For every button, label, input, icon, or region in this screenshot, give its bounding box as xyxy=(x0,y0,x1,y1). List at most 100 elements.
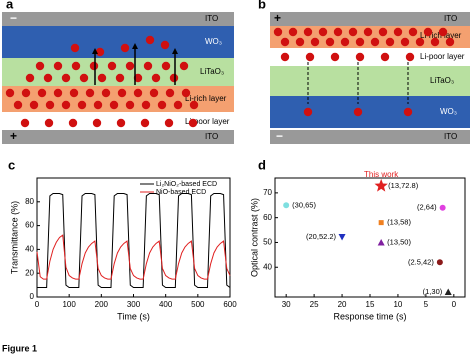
electrode-label: ITO xyxy=(444,132,457,141)
panel-label: d xyxy=(258,157,266,172)
ion xyxy=(79,73,89,83)
ion xyxy=(330,52,340,62)
ion xyxy=(25,73,35,83)
x-axis-title: Time (s) xyxy=(117,311,150,321)
ion xyxy=(430,37,440,47)
electrode xyxy=(270,130,470,144)
layer-label: LiTaO₃ xyxy=(200,67,224,76)
ion xyxy=(115,73,125,83)
point xyxy=(378,220,384,226)
ion xyxy=(400,37,410,47)
ion xyxy=(116,118,126,128)
x-tick-label: 0 xyxy=(35,300,40,309)
ion xyxy=(140,118,150,128)
x-tick-label: 300 xyxy=(127,300,141,309)
point xyxy=(444,288,452,296)
panel-a: a − ITO WO₃ LiTaO₃ Li-rich layer Li-poor… xyxy=(2,0,234,144)
x-tick-label: 25 xyxy=(310,300,319,309)
electrode-label: ITO xyxy=(444,14,457,23)
ion xyxy=(303,27,313,37)
point-label: (30,65) xyxy=(292,200,316,209)
point-label: (2,64) xyxy=(417,203,437,212)
y-tick-label: 80 xyxy=(25,197,34,206)
ion xyxy=(181,88,191,98)
point xyxy=(439,204,446,211)
ion xyxy=(280,37,290,47)
ion xyxy=(169,73,179,83)
point-label: (13,58) xyxy=(387,218,411,227)
x-tick-label: 15 xyxy=(366,300,375,309)
ion xyxy=(145,35,155,45)
plot-frame xyxy=(274,177,466,298)
ion xyxy=(165,88,175,98)
ion xyxy=(71,61,81,71)
ion xyxy=(117,88,127,98)
panel-b: b + ITO Li-rich layer Li-poor layer LiTa… xyxy=(258,0,470,144)
ion xyxy=(305,52,315,62)
ion xyxy=(69,88,79,98)
ion xyxy=(70,43,80,53)
ion xyxy=(53,61,63,71)
ion xyxy=(77,100,87,110)
ion xyxy=(61,100,71,110)
x-tick-label: 500 xyxy=(191,300,205,309)
x-tick-label: 30 xyxy=(282,300,291,309)
y-tick-label: 0 xyxy=(30,292,35,301)
legend-label: Li₂NiO₂-based ECD xyxy=(156,181,217,188)
ion xyxy=(348,27,358,37)
x-tick-label: 0 xyxy=(452,300,457,309)
ion xyxy=(120,43,130,53)
layer xyxy=(270,96,470,128)
ion xyxy=(408,27,418,37)
ion xyxy=(403,107,413,117)
ion xyxy=(97,73,107,83)
x-tick-label: 400 xyxy=(159,300,173,309)
ion xyxy=(273,27,283,37)
ion xyxy=(149,88,159,98)
ion xyxy=(325,37,335,47)
x-tick-label: 600 xyxy=(223,300,237,309)
ion xyxy=(133,88,143,98)
annotation: This work xyxy=(364,170,399,179)
point xyxy=(377,238,385,246)
arrow-head xyxy=(92,48,98,54)
layer xyxy=(2,26,234,58)
layer-label: WO₃ xyxy=(205,37,222,46)
electrode xyxy=(2,130,234,144)
y-axis-title: Optical contrast (%) xyxy=(249,198,259,277)
y-tick-label: 70 xyxy=(263,188,272,197)
ion xyxy=(93,100,103,110)
ion xyxy=(141,100,151,110)
ion xyxy=(188,118,198,128)
panel-label: a xyxy=(6,0,14,11)
ion xyxy=(89,61,99,71)
ion xyxy=(37,88,47,98)
ion xyxy=(295,37,305,47)
ion xyxy=(160,40,170,50)
ion xyxy=(107,61,117,71)
ion xyxy=(43,73,53,83)
electrode-label: ITO xyxy=(205,14,218,23)
layer-label: Li-rich layer xyxy=(420,31,462,40)
panel-label: b xyxy=(258,0,266,11)
ion xyxy=(13,100,23,110)
layer xyxy=(270,66,470,96)
point xyxy=(283,202,290,209)
point-label: (20,52.2) xyxy=(306,232,337,241)
point-label: (13,50) xyxy=(387,237,411,246)
point-label: (13,72.8) xyxy=(388,181,419,190)
y-axis-title: Transmittance (%) xyxy=(9,201,19,274)
ion xyxy=(35,61,45,71)
ion xyxy=(95,47,105,57)
ion xyxy=(53,88,63,98)
ion xyxy=(68,118,78,128)
ion xyxy=(164,118,174,128)
arrow-head xyxy=(172,48,178,54)
ion xyxy=(415,37,425,47)
electrode xyxy=(270,12,470,26)
line-series xyxy=(36,234,231,280)
line-series xyxy=(37,192,231,288)
arrow-head xyxy=(132,43,138,49)
ion xyxy=(45,100,55,110)
ion xyxy=(355,52,365,62)
